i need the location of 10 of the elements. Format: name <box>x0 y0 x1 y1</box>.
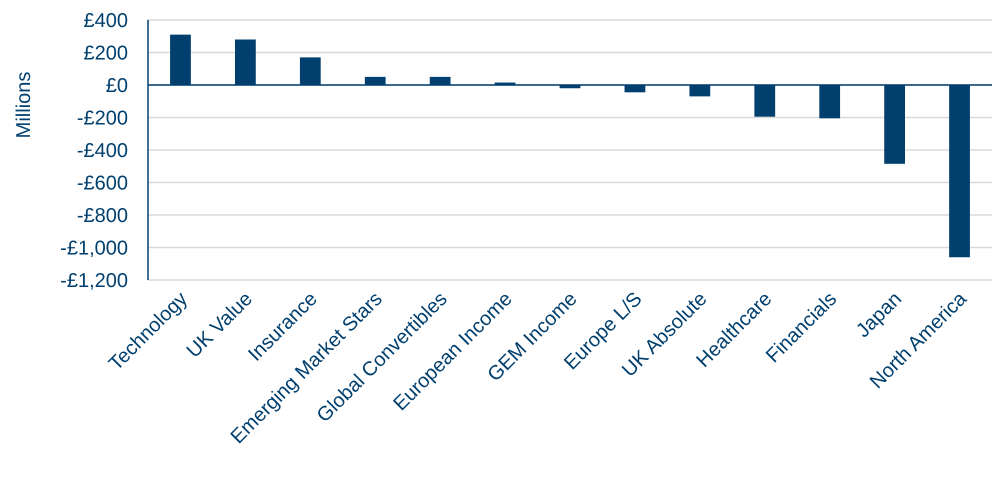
y-tick-label: £200 <box>84 42 128 64</box>
y-tick-label: £400 <box>84 10 128 32</box>
y-axis-title: Millions <box>13 72 35 138</box>
y-tick-label: -£400 <box>76 140 128 162</box>
y-tick-label: -£600 <box>76 172 128 194</box>
y-tick-label: -£800 <box>76 205 128 227</box>
y-tick-label: £0 <box>106 75 128 97</box>
y-tick-label: -£200 <box>76 108 128 130</box>
y-tick-label: -£1,000 <box>60 238 128 260</box>
y-tick-label: -£1,200 <box>60 270 128 292</box>
